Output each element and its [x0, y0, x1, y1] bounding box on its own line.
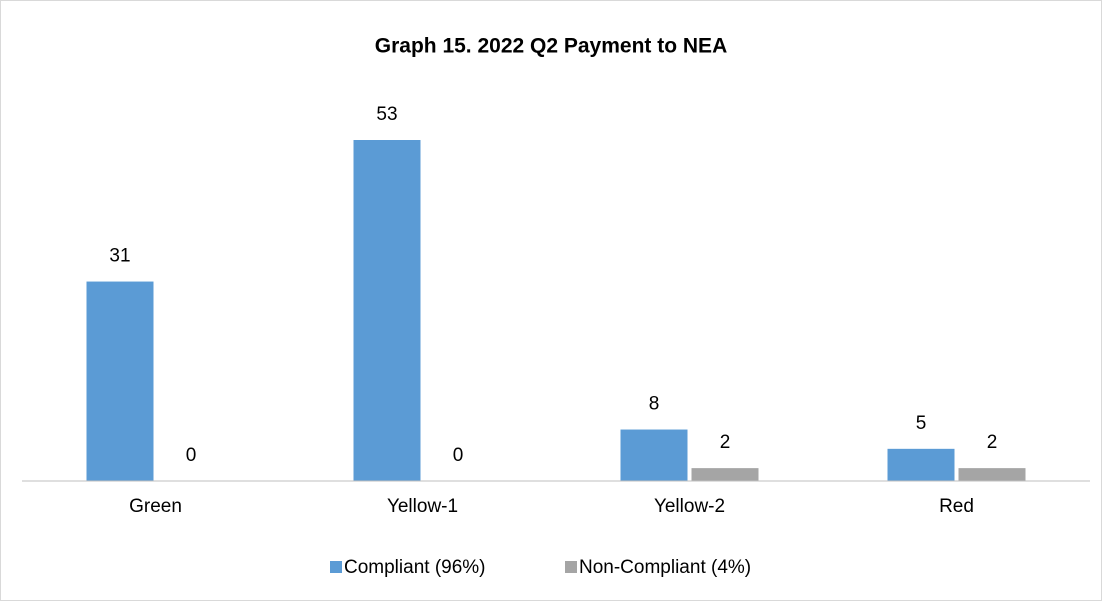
x-tick-label: Yellow-1 [387, 496, 458, 517]
bar [353, 140, 421, 481]
data-label: 31 [109, 246, 130, 267]
x-tick-label: Green [129, 496, 182, 517]
bar [691, 468, 759, 481]
bar [887, 448, 955, 481]
data-label: 2 [720, 432, 731, 453]
data-label: 8 [649, 394, 660, 415]
bar [620, 429, 688, 481]
x-tick-label: Red [939, 496, 974, 517]
data-label: 0 [186, 445, 197, 466]
legend-swatch [565, 561, 577, 573]
legend-swatch [330, 561, 342, 573]
chart-title: Graph 15. 2022 Q2 Payment to NEA [375, 35, 727, 58]
data-label: 53 [376, 104, 397, 125]
data-label: 5 [916, 413, 927, 434]
bar [958, 468, 1026, 481]
legend-label: Compliant (96%) [344, 557, 486, 578]
data-label: 0 [453, 445, 464, 466]
data-label: 2 [987, 432, 998, 453]
x-tick-label: Yellow-2 [654, 496, 725, 517]
bar [86, 281, 154, 481]
legend-label: Non-Compliant (4%) [579, 557, 751, 578]
